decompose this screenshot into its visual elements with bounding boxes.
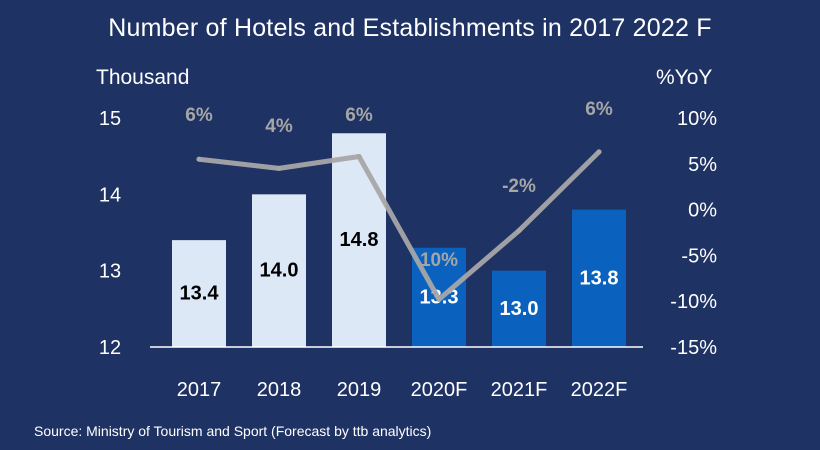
bar-2021F xyxy=(492,270,546,347)
right-axis-tick-label: 10% xyxy=(677,108,717,130)
bar-value-label: 13.0 xyxy=(500,298,539,320)
yoy-point-2017 xyxy=(196,156,202,162)
x-axis-tick-label: 2017 xyxy=(177,379,222,401)
left-axis-label: Thousand xyxy=(96,66,190,89)
x-axis-tick-label: 2020F xyxy=(411,379,468,401)
yoy-point-2021F xyxy=(516,228,522,234)
yoy-value-label: 6% xyxy=(345,105,373,126)
x-axis-tick-label: 2018 xyxy=(257,379,302,401)
bar-value-label: 13.4 xyxy=(180,283,220,305)
right-axis-tick-label: -10% xyxy=(670,291,717,313)
right-axis-tick-label: -15% xyxy=(670,337,717,359)
bar-value-label: 13.8 xyxy=(580,267,619,289)
right-axis-label: %YoY xyxy=(656,66,713,89)
left-axis-tick-label: 14 xyxy=(99,184,121,206)
yoy-line xyxy=(196,149,602,302)
source-note: Source: Ministry of Tourism and Sport (F… xyxy=(34,423,432,439)
x-axis-tick-label: 2021F xyxy=(491,379,548,401)
yoy-value-label: 4% xyxy=(265,116,293,137)
right-axis-tick-label: -5% xyxy=(681,245,717,267)
left-axis-tick-label: 12 xyxy=(99,337,121,359)
x-axis-tick-label: 2019 xyxy=(337,379,382,401)
bar-2017 xyxy=(172,240,226,347)
right-axis-tick-label: 0% xyxy=(688,200,717,222)
bar-2018 xyxy=(252,194,306,347)
bar-value-label: 14.0 xyxy=(260,260,299,282)
yoy-value-label: 6% xyxy=(185,105,213,126)
x-axis-tick-label: 2022F xyxy=(571,379,628,401)
yoy-point-2018 xyxy=(276,165,282,171)
yoy-value-label: 10% xyxy=(420,250,458,271)
yoy-point-2020F xyxy=(436,296,442,302)
bar-value-label: 14.8 xyxy=(340,229,379,251)
left-axis-tick-label: 13 xyxy=(99,261,121,283)
yoy-value-label: 6% xyxy=(585,99,613,120)
yoy-point-2019 xyxy=(356,153,362,159)
bar-2019 xyxy=(332,133,386,347)
right-axis-tick-label: 5% xyxy=(688,154,717,176)
yoy-point-2022F xyxy=(596,149,602,155)
yoy-value-label: -2% xyxy=(502,176,536,197)
left-axis-tick-label: 15 xyxy=(99,108,121,130)
chart-title: Number of Hotels and Establishments in 2… xyxy=(108,14,712,42)
bar-2022F xyxy=(572,209,626,347)
